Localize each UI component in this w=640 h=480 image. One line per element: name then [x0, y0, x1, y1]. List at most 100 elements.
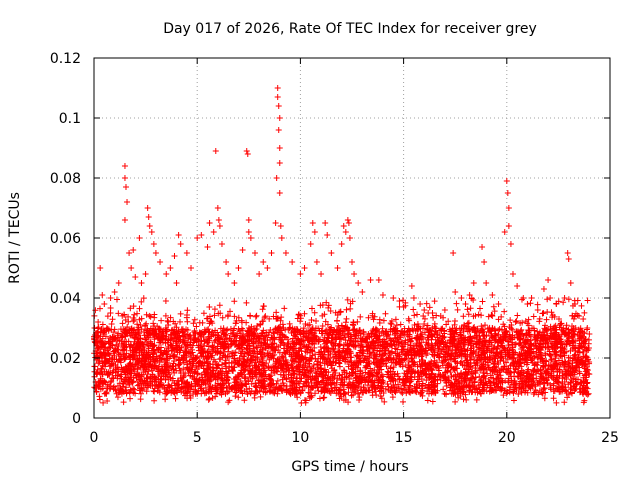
data-point [561, 399, 568, 406]
data-point [196, 319, 203, 326]
data-point [247, 313, 254, 320]
data-point [212, 327, 219, 334]
data-point [465, 311, 472, 318]
data-point [397, 321, 404, 328]
data-point [464, 306, 471, 313]
data-point [574, 297, 581, 304]
data-point [440, 386, 447, 393]
data-point [320, 394, 327, 401]
data-point [151, 388, 158, 395]
data-point [134, 321, 141, 328]
data-point [525, 316, 532, 323]
data-point [464, 320, 471, 327]
data-point [279, 321, 286, 328]
data-point [206, 395, 213, 402]
data-point [356, 394, 363, 401]
data-point [313, 318, 320, 325]
data-point [317, 344, 324, 351]
data-point [336, 363, 343, 370]
data-point [479, 298, 486, 305]
data-point [454, 306, 461, 313]
data-point [578, 302, 585, 309]
data-point [480, 333, 487, 340]
data-point [107, 295, 114, 302]
data-point [131, 386, 138, 393]
data-point [477, 305, 484, 312]
data-point [491, 308, 498, 315]
data-point [565, 296, 572, 303]
data-point [518, 326, 525, 333]
data-point [463, 396, 470, 403]
data-point [211, 306, 218, 313]
data-point [172, 395, 179, 402]
data-point [280, 332, 287, 339]
data-point [541, 385, 548, 392]
data-point [486, 378, 493, 385]
data-point [261, 314, 268, 321]
data-point [92, 307, 99, 314]
data-point [257, 393, 264, 400]
data-point [158, 317, 165, 324]
data-point [568, 390, 575, 397]
data-point [411, 312, 418, 319]
data-point [534, 301, 541, 308]
data-point [96, 305, 103, 312]
data-points [91, 85, 593, 406]
data-point [120, 399, 127, 406]
data-point [382, 310, 389, 317]
data-point [379, 325, 386, 332]
data-point [143, 388, 150, 395]
data-point [317, 302, 324, 309]
data-point [376, 316, 383, 323]
data-point [399, 398, 406, 405]
data-point [104, 313, 111, 320]
data-point [100, 399, 107, 406]
data-point [130, 303, 137, 310]
data-point [560, 299, 567, 306]
data-point [252, 313, 259, 320]
data-point [555, 379, 562, 386]
data-point [342, 319, 349, 326]
data-point [392, 316, 399, 323]
data-point [543, 316, 550, 323]
data-point [235, 326, 242, 333]
data-point [429, 398, 436, 405]
data-point [190, 320, 197, 327]
data-point [452, 398, 459, 405]
data-point [224, 373, 231, 380]
data-point [411, 322, 418, 329]
data-point [448, 352, 455, 359]
data-point [312, 390, 319, 397]
data-point [281, 305, 288, 312]
data-point [237, 378, 244, 385]
data-point [231, 298, 238, 305]
data-point [308, 316, 315, 323]
data-point [443, 321, 450, 328]
data-point [423, 300, 430, 307]
data-point [505, 379, 512, 386]
data-point [253, 326, 260, 333]
data-point [344, 296, 351, 303]
data-point [357, 313, 364, 320]
data-point [370, 316, 377, 323]
data-point [485, 313, 492, 320]
data-point [544, 309, 551, 316]
data-point [308, 305, 315, 312]
data-point [557, 321, 564, 328]
data-point [119, 320, 126, 327]
data-point [135, 381, 142, 388]
data-point [311, 309, 318, 316]
data-point [431, 320, 438, 327]
data-point [232, 393, 239, 400]
data-point [364, 382, 371, 389]
data-point [273, 309, 280, 316]
data-point [151, 397, 158, 404]
data-point [453, 300, 460, 307]
data-point [467, 305, 474, 312]
data-point [162, 396, 169, 403]
data-point [553, 399, 560, 406]
data-point [490, 303, 497, 310]
data-point [307, 386, 314, 393]
data-point [510, 397, 517, 404]
